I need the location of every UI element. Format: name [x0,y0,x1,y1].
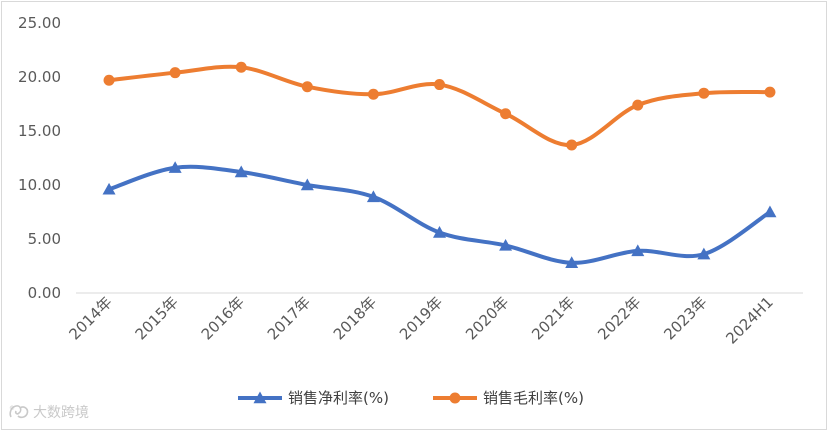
legend-label: 销售净利率(%) [288,389,389,407]
gross-margin-point [500,108,512,120]
gross-margin-point [301,81,313,93]
x-tick-label: 2022年 [594,293,644,343]
gross-margin-point [698,87,710,99]
watermark: © 大数跨境 [8,402,89,422]
x-tick-label: 2014年 [66,293,116,343]
watermark-text: 大数跨境 [33,405,89,421]
net-margin-series-line [107,164,772,265]
gross-margin-point [764,86,776,98]
y-tick-label: 10.00 [18,176,61,194]
net-margin-point [763,205,777,218]
net-margin-point [366,190,380,203]
legend-swatch-marker [449,392,461,404]
gross-margin-point [235,61,247,73]
net-margin-point [433,226,446,238]
gross-margin-point [566,139,578,151]
net-margin-point [697,247,711,260]
y-tick-label: 0.00 [28,284,61,302]
y-tick-label: 20.00 [18,68,61,86]
legend-swatch-marker [253,391,267,404]
gross-margin-point [434,79,445,91]
x-tick-label: 2021年 [528,293,578,343]
net-margin-point [631,244,645,257]
x-tick-label: 2024H1 [722,293,776,347]
x-tick-label: 2018年 [330,293,380,343]
net-margin-point [565,256,579,268]
legend-item-net-margin: 销售净利率(%) [238,389,389,407]
net-margin-point [300,178,314,191]
gross-margin-point [103,74,115,86]
svg-text:©: © [9,405,15,412]
gross-margin-point [632,99,644,111]
y-tick-label: 25.00 [18,14,61,32]
x-tick-label: 2015年 [132,293,182,343]
x-tick-label: 2020年 [462,293,512,343]
legend-item-gross-margin: 销售毛利率(%) [433,389,584,407]
x-tick-label: 2016年 [198,293,248,343]
net-margin-point [102,182,116,195]
x-tick-label: 2019年 [396,293,446,343]
y-tick-label: 5.00 [28,230,61,248]
x-tick-label: 2023年 [660,293,710,343]
y-tick-label: 15.00 [18,122,61,140]
gross-margin-point [367,88,379,100]
net-margin-point [168,161,182,173]
gross-margin-point [169,67,181,79]
watermark-logo-icon: © [9,405,29,419]
legend-label: 销售毛利率(%) [483,389,584,407]
gross-margin-series-line [107,64,772,148]
net-margin-point [234,165,248,178]
x-tick-label: 2017年 [264,293,314,343]
net-margin-point [499,238,513,251]
